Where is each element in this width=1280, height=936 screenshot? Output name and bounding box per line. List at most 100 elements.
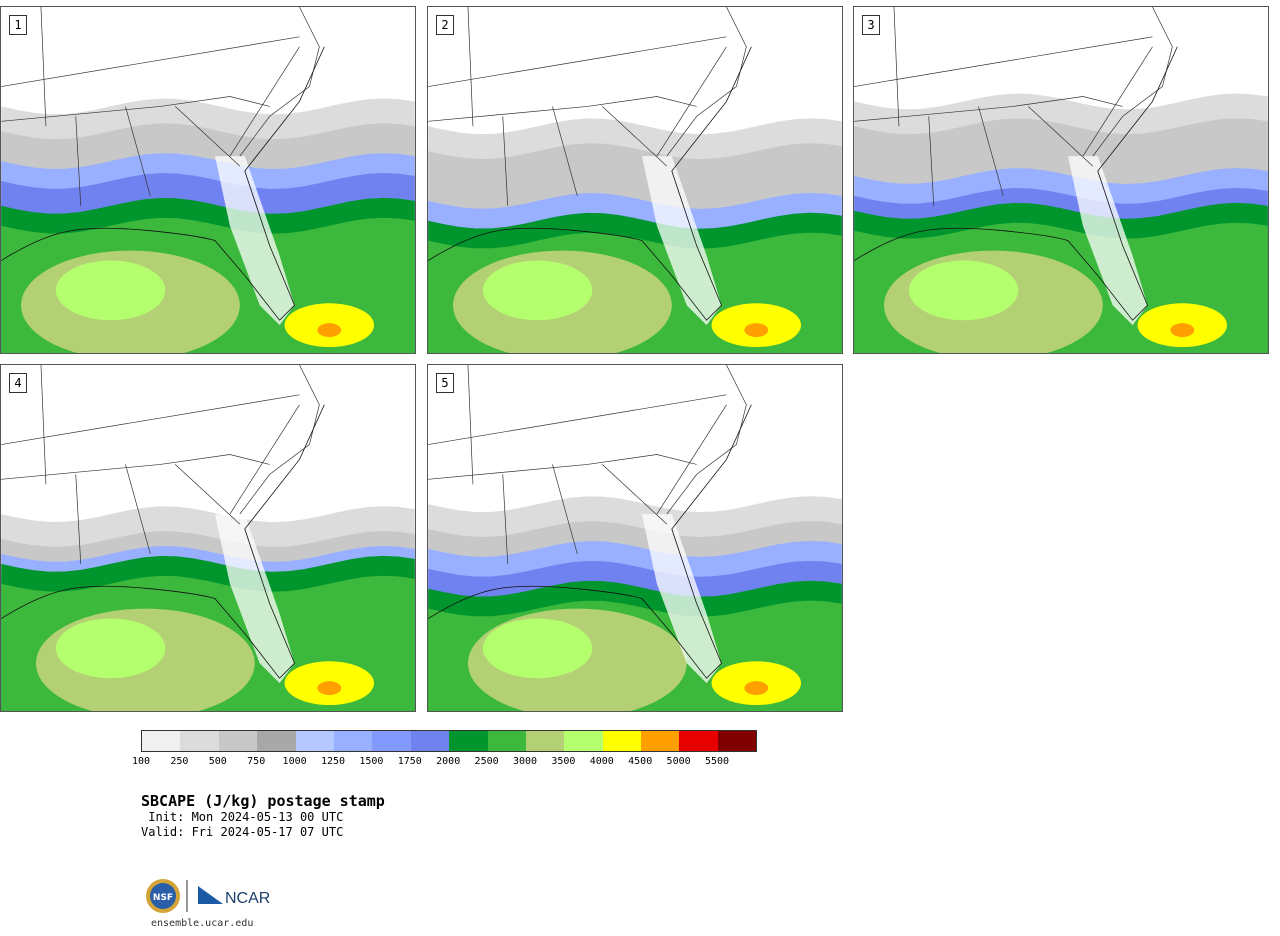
member-panel-3: 3 — [853, 6, 1269, 354]
member-panel-4: 4 — [0, 364, 416, 712]
colorbar-tick-label: 250 — [170, 756, 189, 767]
cape-4500-shading — [1170, 323, 1195, 338]
cape-4500-shading — [744, 681, 769, 696]
colorbar-swatch — [717, 731, 757, 751]
state-boundary — [656, 404, 727, 515]
state-boundary — [502, 116, 509, 206]
state-boundary — [1082, 46, 1153, 157]
state-boundary — [601, 464, 668, 525]
colorbar-tick-label: 500 — [208, 756, 227, 767]
colorbar-swatch — [564, 731, 603, 751]
logos: NSF NCAR — [146, 879, 270, 913]
state-boundary — [40, 7, 47, 127]
state-boundary — [229, 404, 300, 515]
state-boundary — [239, 365, 320, 515]
florida-peninsula — [214, 156, 295, 326]
coastline — [1, 46, 325, 321]
state-boundary — [601, 106, 668, 167]
state-boundary — [428, 96, 697, 122]
state-boundary — [125, 464, 151, 555]
florida-peninsula — [214, 514, 295, 684]
colorbar-tick-label: 5000 — [666, 756, 691, 767]
colorbar-swatch — [449, 731, 488, 751]
state-boundary — [1, 394, 300, 445]
state-boundary — [174, 106, 241, 167]
state-boundary — [75, 474, 82, 564]
valid-time: Valid: Fri 2024-05-17 07 UTC — [141, 825, 344, 839]
member-panel-5: 5 — [427, 364, 843, 712]
cape-4500-shading — [317, 681, 342, 696]
cape-4500-shading — [317, 323, 342, 338]
colorbar-swatch — [218, 731, 258, 751]
colorbar-tick-label: 100 — [131, 756, 151, 767]
cape-3500-shading — [482, 260, 593, 321]
cape-3500-shading — [482, 618, 593, 679]
florida-peninsula — [641, 156, 722, 326]
state-boundary — [666, 365, 747, 515]
colorbar-swatch — [295, 731, 334, 751]
coastline — [1, 404, 325, 679]
florida-peninsula — [1067, 156, 1148, 326]
sbcape-map — [1, 7, 415, 353]
cape-3500-shading — [55, 618, 166, 679]
state-boundary — [1, 454, 270, 480]
sbcape-map — [1, 365, 415, 711]
state-boundary — [854, 96, 1123, 122]
colorbar-tick-label: 5500 — [704, 756, 730, 767]
state-boundary — [467, 7, 474, 127]
sbcape-map — [428, 7, 842, 353]
state-boundary — [893, 7, 900, 127]
colorbar-swatch — [333, 731, 373, 751]
state-boundary — [229, 46, 300, 157]
colorbar-swatch — [142, 731, 181, 751]
state-boundary — [428, 36, 727, 87]
state-boundary — [854, 36, 1153, 87]
state-boundary — [552, 106, 578, 197]
colorbar-tick-label: 3500 — [551, 756, 576, 767]
coastline — [428, 404, 752, 679]
coastline — [854, 46, 1178, 321]
nsf-logo-text: NSF — [153, 893, 173, 903]
cape-4500-shading — [744, 323, 769, 338]
member-panel-2: 2 — [427, 6, 843, 354]
state-boundary — [428, 454, 697, 480]
init-time: Init: Mon 2024-05-13 00 UTC — [141, 810, 344, 824]
colorbar-tick-label: 1750 — [397, 756, 422, 767]
state-boundary — [75, 116, 82, 206]
state-boundary — [978, 106, 1004, 197]
plot-title: SBCAPE (J/kg) postage stamp — [141, 792, 385, 810]
colorbar-tick-label: 4500 — [628, 756, 653, 767]
colorbar-ticks: 100 250 500 750 1000 1250 1500 1750 2000 2500 3000… — [132, 756, 761, 770]
colorbar — [141, 730, 758, 752]
florida-peninsula — [641, 514, 722, 684]
colorbar-tick-label: 3000 — [512, 756, 538, 767]
member-number-badge: 5 — [436, 373, 454, 393]
colorbar-swatch — [372, 731, 411, 751]
state-boundary — [428, 394, 727, 445]
state-boundary — [656, 46, 727, 157]
colorbar-tick-label: 2000 — [436, 756, 461, 767]
ncar-logo-text: NCAR — [225, 890, 270, 907]
state-boundary — [467, 365, 474, 485]
site-url: ensemble.ucar.edu — [151, 918, 254, 929]
state-boundary — [1, 96, 270, 122]
colorbar-swatch — [525, 731, 565, 751]
colorbar-swatch — [679, 731, 718, 751]
ncar-logo-icon: NCAR — [198, 886, 270, 907]
member-number-badge: 2 — [436, 15, 454, 35]
colorbar-swatch — [257, 731, 296, 751]
colorbar-tick-label: 1000 — [282, 756, 307, 767]
state-boundary — [552, 464, 578, 555]
colorbar-swatch — [641, 731, 680, 751]
colorbar-tick-label: 750 — [247, 756, 266, 767]
colorbar-swatch — [602, 731, 642, 751]
state-boundary — [928, 116, 935, 206]
colorbar-swatch — [410, 731, 450, 751]
state-boundary — [174, 464, 241, 525]
state-boundary — [1027, 106, 1094, 167]
state-boundary — [239, 7, 320, 157]
member-number-badge: 3 — [862, 15, 880, 35]
sbcape-map — [428, 365, 842, 711]
colorbar-tick-label: 2500 — [474, 756, 499, 767]
state-boundary — [40, 365, 47, 485]
